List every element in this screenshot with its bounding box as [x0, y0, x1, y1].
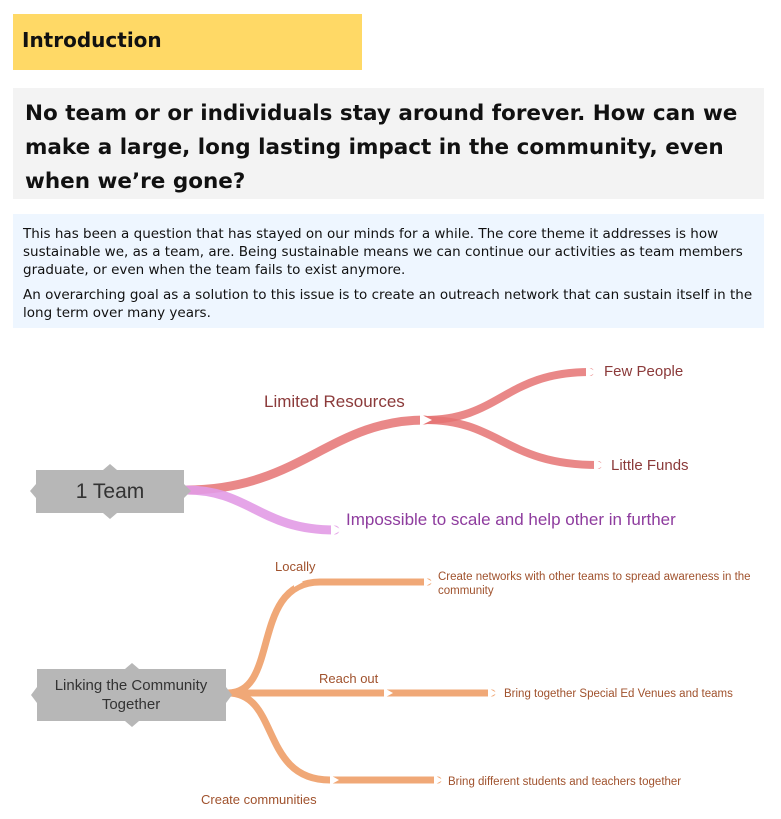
label-few-people: Few People [604, 363, 683, 380]
label-create-networks-line-2: community [438, 585, 494, 597]
label-little-funds: Little Funds [611, 457, 689, 474]
root-node-1-team: 1 Team [30, 464, 191, 519]
branch-impossible-to-scale [181, 485, 340, 535]
label-locally: Locally [275, 559, 316, 574]
section-heading: Introduction [13, 14, 362, 70]
branch-few-people [421, 368, 594, 424]
branch-limited-resources [181, 415, 430, 495]
label-reach-out: Reach out [319, 671, 379, 686]
label-create-communities: Create communities [201, 792, 317, 807]
guiding-question: No team or or individuals stay around fo… [13, 88, 764, 199]
root-label: 1 Team [76, 480, 145, 503]
branch-locally [224, 578, 432, 697]
label-special-ed-venues: Bring together Special Ed Venues and tea… [504, 688, 733, 700]
label-create-networks-line-1: Create networks with other teams to spre… [438, 571, 751, 583]
label-impossible-to-scale: Impossible to scale and help other in fu… [346, 510, 676, 529]
intro-paragraph-2: An overarching goal as a solution to thi… [23, 287, 753, 321]
community-mind-map: Linking the Community Together Locally C… [31, 559, 751, 807]
label-bring-students-teachers: Bring different students and teachers to… [448, 776, 681, 788]
label-limited-resources: Limited Resources [264, 392, 405, 411]
branch-little-funds [421, 416, 602, 469]
intro-paragraph-1: This has been a question that has stayed… [23, 226, 743, 278]
branch-create-communities [224, 689, 442, 784]
root-label-line-1: Linking the Community [55, 677, 208, 694]
root-label-line-2: Together [102, 696, 160, 713]
intro-text-box: This has been a question that has stayed… [13, 214, 764, 328]
team-mind-map: 1 Team Limited Resources Few People Litt… [30, 363, 689, 536]
root-node-linking-community: Linking the Community Together [31, 663, 232, 727]
